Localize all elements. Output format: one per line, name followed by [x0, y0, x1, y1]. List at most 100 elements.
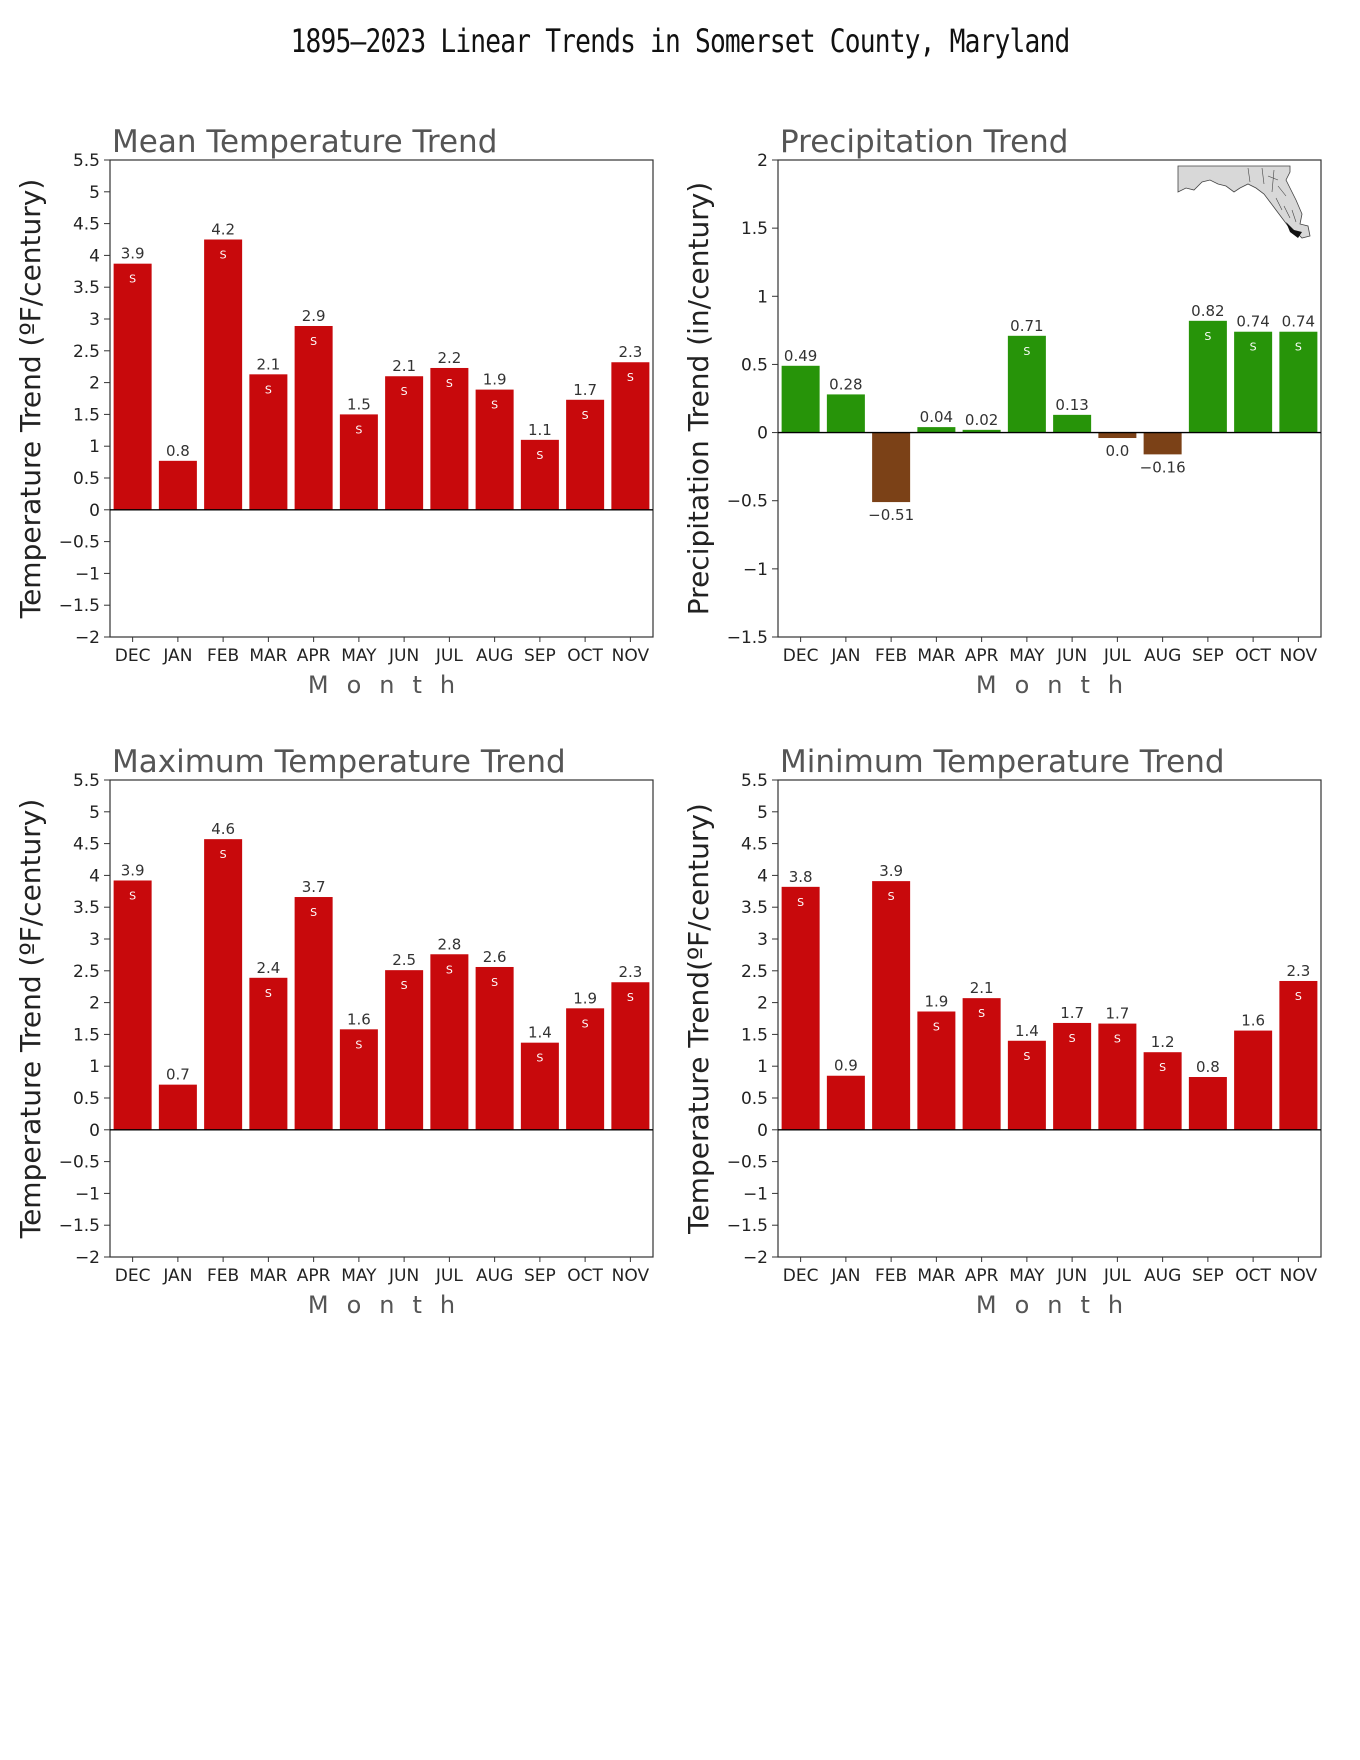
x-tick-label: FEB: [207, 646, 239, 666]
x-tick-label: JAN: [830, 646, 860, 666]
maryland-outline: [1177, 165, 1311, 239]
bar-apr: [962, 429, 1001, 433]
x-tick-label: APR: [297, 646, 331, 666]
y-tick-label: 2: [89, 374, 100, 394]
x-tick-label: FEB: [875, 1266, 907, 1286]
value-label: 3.9: [121, 245, 145, 263]
bar-oct: [566, 1008, 605, 1130]
y-tick-label: 0.5: [741, 1089, 768, 1109]
significance-mark: S: [933, 1021, 940, 1034]
value-label: 1.9: [573, 989, 597, 1007]
y-tick-label: −2: [75, 628, 100, 648]
x-tick-label: MAR: [249, 646, 287, 666]
y-tick-label: 2.5: [73, 962, 100, 982]
significance-mark: S: [446, 377, 453, 390]
value-label: 2.1: [970, 979, 994, 997]
value-label: 2.8: [437, 935, 461, 953]
y-tick-label: −0.5: [727, 492, 768, 512]
y-axis-label: Temperature Trend (ºF/century): [14, 799, 47, 1240]
x-tick-label: JAN: [830, 1266, 860, 1286]
chart-panel-4: Minimum Temperature Trend −2 −1.5 −1 −0.5 0 0.…: [682, 744, 1322, 1319]
significance-mark: S: [129, 889, 136, 902]
x-tick-label: MAR: [249, 1266, 287, 1286]
y-tick-label: 3: [757, 930, 768, 950]
value-label: 3.7: [302, 878, 326, 896]
x-tick-label: JAN: [162, 1266, 192, 1286]
value-label: 1.6: [347, 1010, 371, 1028]
y-tick-label: 5: [89, 183, 100, 203]
x-tick-label: MAY: [341, 1266, 377, 1286]
significance-mark: S: [536, 449, 543, 462]
y-tick-label: 5: [757, 803, 768, 823]
x-tick-label: SEP: [1192, 1266, 1224, 1286]
bar-jan: [826, 394, 865, 433]
bar-feb: [204, 239, 243, 510]
bar-aug: [1143, 1052, 1182, 1130]
value-label: 1.1: [528, 421, 552, 439]
x-tick-label: FEB: [207, 1266, 239, 1286]
y-tick-label: −0.5: [727, 1153, 768, 1173]
y-tick-label: −0.5: [59, 533, 100, 553]
y-tick-label: −1.5: [59, 596, 100, 616]
bar-aug: [475, 966, 514, 1130]
value-label: 1.9: [483, 371, 507, 389]
y-tick-label: −0.5: [59, 1153, 100, 1173]
x-tick-label: JUN: [388, 1266, 419, 1286]
value-label: 0.02: [965, 411, 998, 429]
bar-nov: [1279, 331, 1318, 433]
x-tick-label: JUN: [1056, 1266, 1087, 1286]
y-tick-label: −1.5: [727, 1216, 768, 1236]
x-tick-label: FEB: [875, 646, 907, 666]
bar-mar: [249, 977, 288, 1130]
bar-sep: [520, 439, 559, 510]
value-label: 4.6: [211, 820, 235, 838]
x-tick-label: OCT: [567, 646, 603, 666]
plot-frame: [109, 779, 654, 1258]
chart-panel-1: Mean Temperature Trend −2 −1.5 −1 −0.5 0 0.5 1 1…: [14, 124, 654, 699]
significance-mark: S: [265, 383, 272, 396]
y-tick-label: 0: [89, 1121, 100, 1141]
x-tick-label: DEC: [115, 1266, 151, 1286]
y-tick-label: 2.5: [73, 342, 100, 362]
y-tick-label: 5.5: [73, 151, 100, 171]
bar-may: [1007, 1040, 1046, 1130]
y-tick-label: 2: [89, 994, 100, 1014]
significance-mark: S: [401, 979, 408, 992]
y-tick-label: 0.5: [73, 469, 100, 489]
x-tick-label: OCT: [567, 1266, 603, 1286]
bar-nov: [611, 982, 650, 1130]
bar-jan: [158, 460, 197, 510]
chart-title: Maximum Temperature Trend: [112, 744, 566, 780]
value-label: 0.8: [166, 442, 190, 460]
chart-panel-3: Maximum Temperature Trend −2 −1.5 −1 −0.5 0 0.…: [14, 744, 654, 1319]
chart-title: Minimum Temperature Trend: [780, 744, 1225, 780]
bar-oct: [566, 399, 605, 510]
plot-frame: [109, 159, 654, 638]
y-axis-label: Temperature Trend (ºF/century): [14, 179, 47, 620]
value-label: 2.1: [256, 355, 280, 373]
value-label: 0.04: [920, 408, 953, 426]
significance-mark: S: [888, 890, 895, 903]
x-tick-label: APR: [965, 1266, 999, 1286]
y-tick-label: 0: [757, 424, 768, 444]
y-tick-label: 1.5: [741, 1025, 768, 1045]
y-axis-label: Precipitation Trend (in/century): [682, 182, 715, 615]
significance-mark: S: [1295, 341, 1302, 354]
value-label: 3.8: [789, 868, 813, 886]
x-tick-label: JUN: [1056, 646, 1087, 666]
x-tick-label: JUN: [388, 646, 419, 666]
value-label: 1.9: [924, 993, 948, 1011]
x-tick-label: MAY: [1009, 1266, 1045, 1286]
y-tick-label: −1: [743, 560, 768, 580]
bar-jun: [1053, 414, 1092, 433]
bar-sep: [1188, 320, 1227, 433]
value-label: 1.2: [1151, 1033, 1175, 1051]
x-tick-label: JUL: [435, 646, 463, 666]
bar-may: [339, 414, 378, 510]
x-axis-label: Month: [308, 1291, 473, 1319]
y-tick-label: 0.5: [741, 355, 768, 375]
y-tick-label: 0: [89, 501, 100, 521]
value-label: 2.3: [618, 963, 642, 981]
value-label: 2.3: [618, 343, 642, 361]
value-label: 2.4: [256, 959, 280, 977]
